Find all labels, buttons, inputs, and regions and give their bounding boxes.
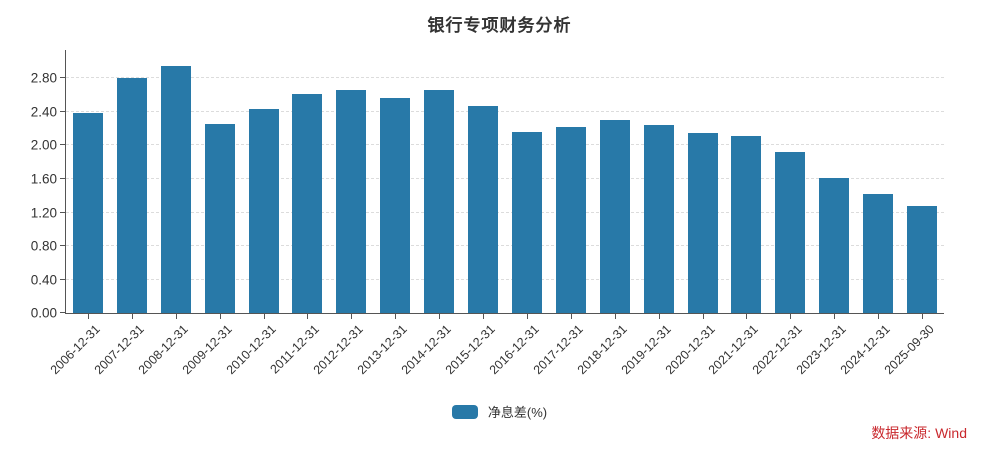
bar[interactable]: [116, 78, 147, 313]
y-axis-label: 2.80: [30, 70, 57, 86]
gridline: [66, 178, 944, 179]
y-axis-label: 2.00: [30, 137, 57, 153]
y-axis-tick: [60, 144, 66, 146]
bar[interactable]: [599, 120, 630, 313]
y-axis-tick: [60, 178, 66, 179]
legend-label: 净息差(%): [487, 405, 548, 420]
data-source-label: 数据来源: Wind: [871, 425, 967, 441]
y-axis-tick: [60, 245, 66, 246]
x-axis-tick: [790, 313, 792, 319]
gridline: [66, 144, 944, 146]
x-axis-tick: [307, 313, 309, 319]
x-axis-tick: [87, 313, 89, 319]
gridline: [66, 278, 944, 280]
gridline: [66, 245, 944, 246]
bar[interactable]: [731, 136, 762, 313]
y-axis-tick: [60, 278, 66, 280]
x-axis-tick: [526, 313, 528, 319]
legend-item[interactable]: 净息差(%): [451, 402, 548, 421]
bar[interactable]: [380, 97, 411, 313]
gridline: [66, 77, 944, 79]
x-axis-tick: [395, 313, 397, 319]
bar[interactable]: [72, 112, 103, 313]
bar[interactable]: [468, 106, 499, 313]
x-axis-tick: [219, 313, 221, 319]
gridline: [66, 110, 944, 112]
bar[interactable]: [424, 90, 455, 313]
y-axis-label: 0.40: [30, 272, 57, 287]
x-axis-tick: [834, 313, 836, 319]
bar[interactable]: [643, 125, 674, 313]
bar[interactable]: [775, 152, 806, 313]
bar[interactable]: [248, 108, 279, 313]
x-axis-tick: [746, 313, 748, 319]
x-axis-tick: [702, 313, 704, 319]
y-axis-tick: [60, 211, 66, 213]
plot-area: 0.00 0.40 0.80 1.20 1.60 2.00 2.40 2.80 2006-12-…: [31, 50, 944, 377]
x-axis-tick: [131, 313, 133, 319]
bar[interactable]: [160, 65, 191, 313]
y-axis-tick: [60, 312, 66, 313]
bar[interactable]: [511, 132, 542, 313]
bar[interactable]: [555, 127, 586, 313]
y-axis-tick: [60, 77, 66, 79]
x-axis-tick: [922, 313, 924, 319]
legend-swatch-icon: [451, 404, 478, 419]
x-axis-tick: [263, 313, 265, 319]
y-axis-label: 1.20: [30, 205, 57, 220]
bar[interactable]: [204, 123, 235, 313]
x-axis-tick: [658, 313, 660, 319]
bar[interactable]: [863, 194, 894, 313]
bar[interactable]: [819, 178, 850, 313]
legend: 净息差(%): [0, 402, 999, 421]
bar[interactable]: [687, 132, 718, 313]
bar[interactable]: [336, 90, 367, 313]
y-axis-label: 1.60: [30, 171, 57, 187]
y-axis-label: 0.00: [30, 305, 57, 321]
y-axis-tick: [60, 110, 66, 112]
y-axis-label: 0.80: [30, 238, 57, 254]
gridline: [66, 211, 944, 213]
chart-title: 银行专项财务分析: [427, 16, 572, 35]
x-axis-tick: [570, 313, 572, 319]
x-axis-tick: [483, 313, 485, 319]
x-axis-tick: [351, 313, 353, 319]
x-axis-tick: [614, 313, 616, 319]
bar[interactable]: [292, 94, 323, 313]
bar[interactable]: [907, 205, 938, 313]
x-axis-tick: [878, 313, 880, 319]
x-axis-tick: [439, 313, 441, 319]
y-axis-label: 2.40: [30, 104, 57, 120]
x-axis-tick: [175, 313, 177, 319]
